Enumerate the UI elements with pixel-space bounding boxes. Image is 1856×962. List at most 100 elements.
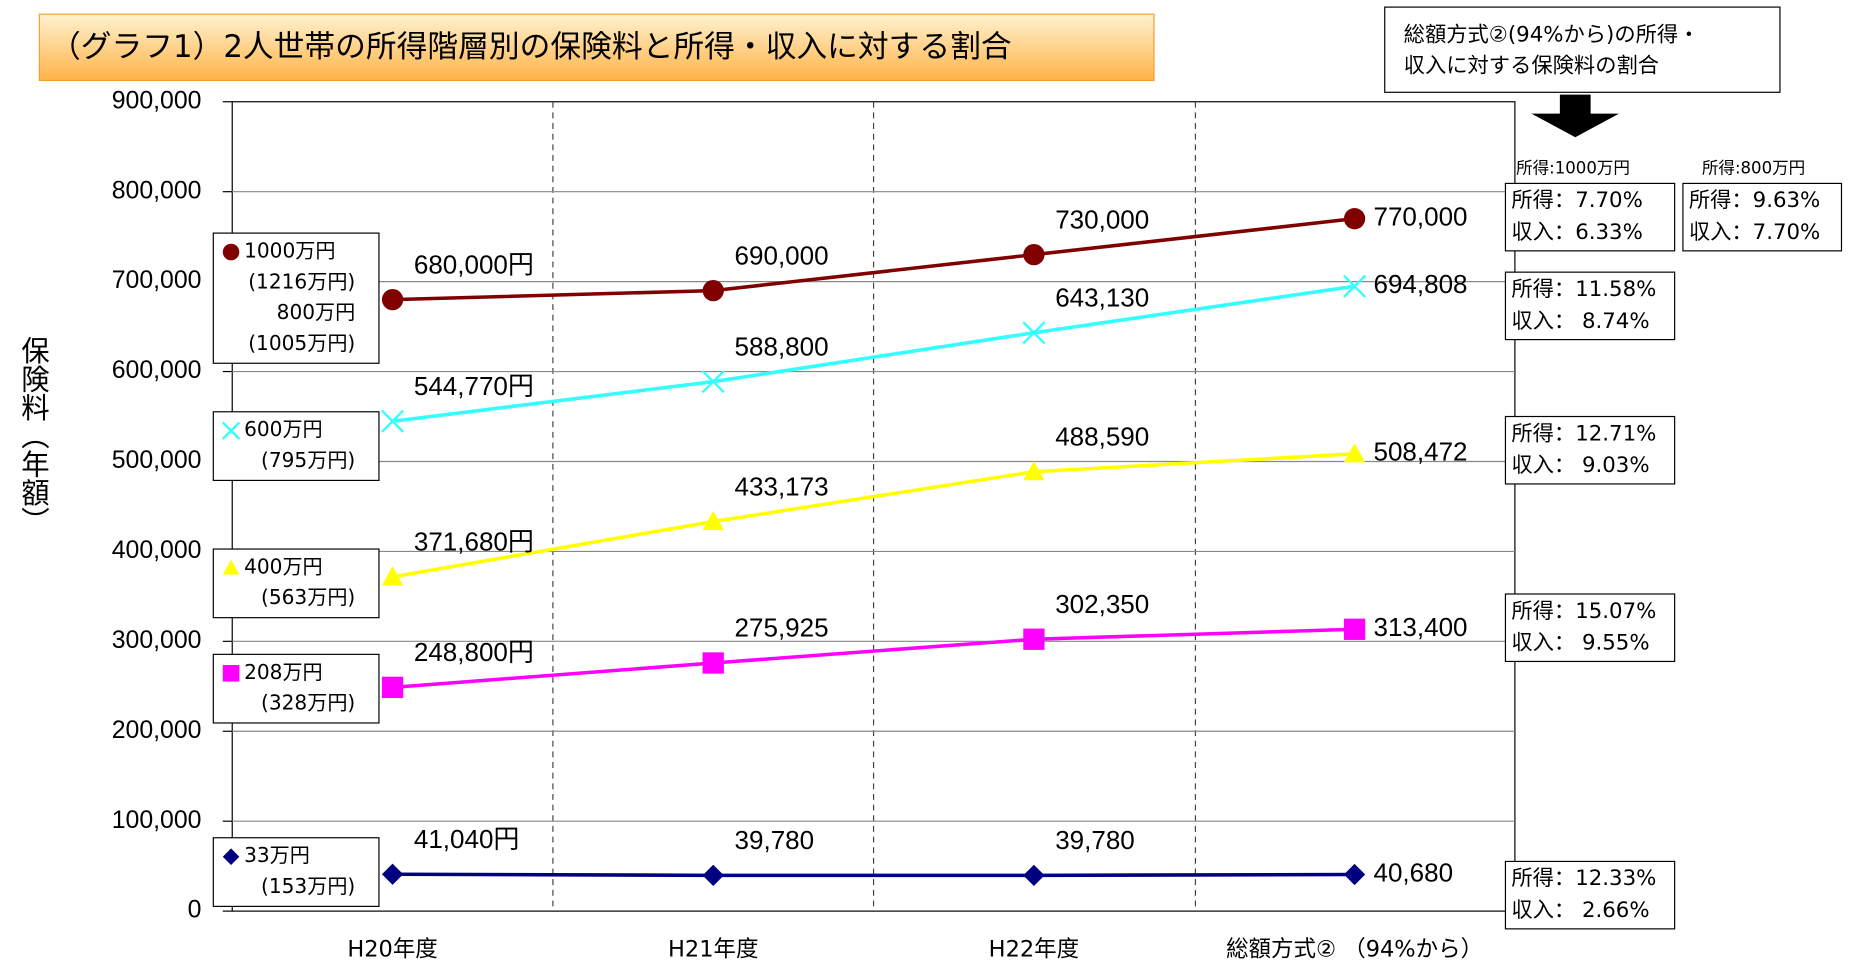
ratio-box	[1504, 182, 1676, 252]
title-box	[38, 13, 1155, 82]
ratio-text: 収入： 9.55%	[1511, 631, 1649, 656]
marker	[1343, 863, 1366, 886]
value-label: 313,400	[1374, 612, 1468, 642]
y-tick-label: 700,000	[112, 267, 202, 294]
value-label: 302,350	[1055, 589, 1149, 619]
series-line	[392, 452, 1355, 579]
legend-box	[212, 232, 380, 364]
value-label: 770,000	[1374, 202, 1468, 232]
marker	[1343, 443, 1366, 463]
ratio-text: 収入： 8.74%	[1511, 309, 1649, 334]
marker	[1343, 618, 1366, 640]
ratio-box	[1504, 593, 1676, 663]
category-dividers	[552, 101, 1197, 912]
legend-box	[212, 653, 380, 724]
marker	[1023, 864, 1045, 886]
value-label: 371,680円	[414, 527, 534, 557]
marker	[1023, 243, 1045, 266]
value-label: 544,770円	[414, 371, 534, 401]
legend-label: 400万円	[244, 554, 323, 578]
marker	[381, 288, 404, 311]
marker	[1022, 321, 1046, 345]
value-label: 41,040円	[414, 824, 520, 854]
ratio-text: 所得：12.33%	[1511, 866, 1656, 891]
ratio-text: 所得：12.71%	[1511, 421, 1656, 446]
value-label: 275,925	[735, 613, 829, 643]
marker	[381, 863, 404, 885]
legend-box	[212, 548, 380, 619]
legend-box	[212, 837, 380, 907]
legend-marker	[221, 421, 241, 440]
marker	[1343, 208, 1366, 230]
legend-label: (1216万円)	[248, 269, 355, 293]
value-label: 488,590	[1055, 421, 1149, 451]
marker	[702, 510, 724, 531]
marker	[702, 864, 724, 886]
value-label: 694,808	[1374, 269, 1468, 299]
y-tick-label: 0	[188, 897, 202, 924]
value-label: 40,680	[1374, 857, 1454, 887]
x-tick-label: H22年度	[989, 937, 1079, 962]
legend-label: 800万円	[277, 300, 356, 324]
y-tick-label: 900,000	[112, 87, 202, 114]
marker	[1343, 274, 1367, 298]
note-box	[1384, 6, 1781, 93]
value-label: 433,173	[735, 471, 829, 501]
note-line: 総額方式②(94%から)の所得・	[1404, 22, 1700, 47]
legend-label: (795万円)	[261, 448, 355, 472]
x-tick-label: H20年度	[347, 937, 437, 962]
ratio-text: 所得：15.07%	[1511, 599, 1656, 624]
ratio-text: 収入： 9.03%	[1511, 453, 1649, 478]
legend-box	[212, 411, 380, 481]
legend-marker	[222, 559, 240, 575]
y-axis-label: 保険料（年額）	[17, 336, 50, 535]
y-tick-label: 200,000	[112, 717, 202, 744]
marker	[702, 279, 724, 302]
ratio-header: 所得:800万円	[1702, 159, 1805, 178]
ratio-text: 収入： 2.66%	[1511, 898, 1649, 923]
legend-label: 208万円	[244, 660, 323, 684]
ratio-box	[1682, 182, 1843, 252]
x-tick-label: 総額方式② （94%から）	[1226, 937, 1483, 962]
ratio-text: 所得：7.70%	[1511, 188, 1642, 213]
legend-label: (153万円)	[261, 874, 355, 898]
ratio-text: 所得：9.63%	[1689, 188, 1820, 213]
marker	[702, 652, 724, 674]
marker	[381, 566, 404, 586]
legend-label: 600万円	[244, 417, 323, 441]
ratio-text: 所得：11.58%	[1511, 277, 1656, 302]
marker	[701, 370, 725, 394]
series-line	[392, 872, 1355, 878]
series-line	[392, 627, 1355, 690]
legend-label: 1000万円	[244, 239, 335, 263]
value-label: 588,800	[735, 331, 829, 361]
ratio-box	[1504, 860, 1676, 930]
legend-marker	[222, 243, 240, 261]
y-tick-label: 500,000	[112, 447, 202, 474]
value-label: 248,800円	[414, 637, 534, 667]
value-label: 690,000	[735, 240, 829, 270]
marker	[1023, 628, 1045, 650]
ratio-box	[1504, 271, 1676, 341]
legend-label: (328万円)	[261, 691, 355, 715]
series-line	[392, 216, 1355, 302]
marker	[381, 409, 405, 433]
value-label: 39,780	[1055, 825, 1135, 855]
ratio-text: 収入：7.70%	[1689, 220, 1820, 245]
ratio-header: 所得:1000万円	[1516, 159, 1630, 178]
legend-label: 33万円	[244, 843, 310, 867]
value-label: 643,130	[1055, 283, 1149, 313]
value-label: 730,000	[1055, 204, 1149, 234]
value-label: 39,780	[735, 825, 815, 855]
y-tick-label: 600,000	[112, 357, 202, 384]
marker	[1023, 461, 1045, 481]
value-label: 508,472	[1374, 437, 1468, 467]
chart-title: （グラフ1）2人世帯の所得階層別の保険料と所得・収入に対する割合	[50, 29, 1012, 65]
y-tick-label: 300,000	[112, 627, 202, 654]
y-tick-label: 800,000	[112, 177, 202, 204]
y-tick-label: 100,000	[112, 807, 202, 834]
arrow	[1531, 94, 1620, 138]
ratio-text: 収入：6.33%	[1511, 220, 1642, 245]
